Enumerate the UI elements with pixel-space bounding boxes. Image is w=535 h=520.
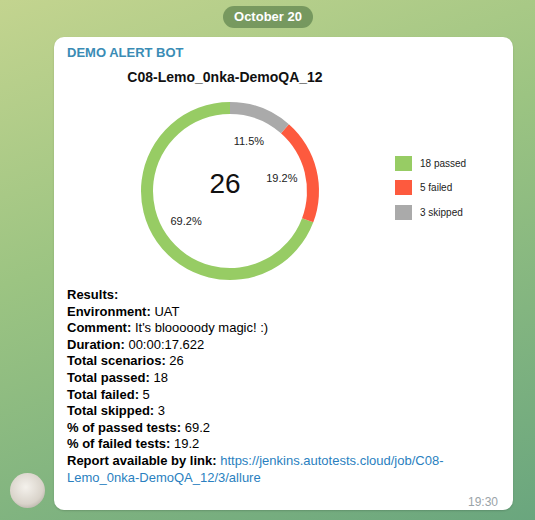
html-text:DEMO ALERT BOT: DEMO ALERT BOT [67,45,184,60]
html-text:5 failed: 5 failed [420,182,453,194]
html-text:Total skipped: 3: Total skipped: 3 [67,403,165,419]
html-text:Total passed: 18: Total passed: 18 [67,370,168,385]
svg-text:11.5%: 11.5% [234,135,265,147]
svg-text:69.2%: 69.2% [170,215,201,227]
html-text:C08-Lemo_0nka-DemoQA_12: C08-Lemo_0nka-DemoQA_12 [127,69,323,85]
html-text:Total failed: 5: Total failed: 5 [67,386,150,402]
html-text:October 20: October 20 [234,9,302,24]
html-text:Environment: UAT: Environment: UAT [67,303,180,319]
html-text:% of passed tests: 69.2: % of passed tests: 69.2 [67,419,211,435]
html-text:26: 26 [209,168,241,199]
html-text:Results:: Results: [67,287,119,302]
html-text:3 skipped: 3 skipped [420,206,463,218]
html-text:19:30: 19:30 [468,495,498,509]
svg-text:19.2%: 19.2% [266,172,297,184]
html-text:Total scenarios: 26: Total scenarios: 26 [67,353,184,369]
html-text:Duration: 00:00:17.622: Duration: 00:00:17.622 [67,336,205,352]
html-text:Comment: It's blooooody magic!: Comment: It's blooooody magic! :) [67,320,269,336]
html-text:% of failed tests: 19.2: % of failed tests: 19.2 [67,436,200,452]
html-text:Report available by link: http: Report available by link: https://jenkin… [67,452,444,485]
html-text:18 passed: 18 passed [420,157,467,169]
